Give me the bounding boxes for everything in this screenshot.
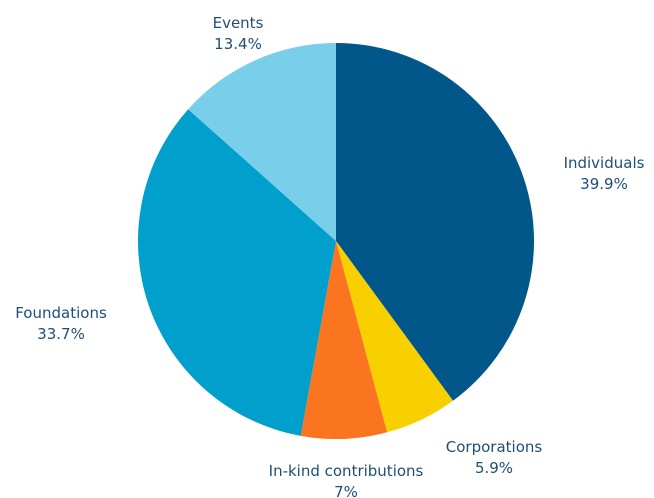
slice-label: Corporations [446,438,543,456]
pie-slice-events [188,42,336,241]
pie-slice-foundations [137,109,336,436]
slice-label: Foundations [15,304,107,322]
slice-label: Individuals [564,154,645,172]
slice-value-label: 13.4% [214,35,262,53]
slice-value-label: 5.9% [475,459,513,477]
pie-slice-corporations [336,241,453,433]
slice-label: In-kind contributions [269,462,424,480]
slice-value-label: 7% [334,483,358,498]
pie-slice-in-kind-contributions [300,241,388,440]
pie-slices [137,42,535,440]
pie-slice-individuals [336,42,535,401]
slice-value-label: 33.7% [37,325,85,343]
slice-label: Events [213,14,264,32]
slice-value-label: 39.9% [580,175,628,193]
pie-labels: Individuals 39.9% Corporations 5.9% In-kind … [15,14,644,498]
